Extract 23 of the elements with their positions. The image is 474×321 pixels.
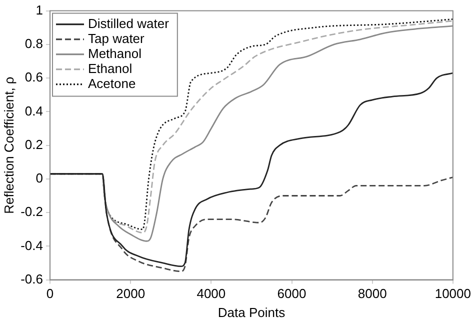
y-tick-label: 0.6 xyxy=(24,70,43,85)
x-tick-label: 10000 xyxy=(434,286,472,302)
y-tick-label: 0.2 xyxy=(24,136,43,152)
x-tick-label: 2000 xyxy=(116,286,146,302)
legend-label: Distilled water xyxy=(88,16,170,31)
legend-label: Methanol xyxy=(88,46,142,61)
y-tick-label: -0.6 xyxy=(20,271,43,286)
x-tick-label: 6000 xyxy=(277,286,306,302)
y-tick-label: 0.8 xyxy=(24,36,43,52)
y-tick-label: -0.2 xyxy=(20,204,43,220)
y-axis-title: Reflection Coefficient, ρ xyxy=(1,76,16,214)
y-tick-label: 0 xyxy=(36,170,43,186)
y-tick-label: 1 xyxy=(36,2,43,18)
x-tick-label: 8000 xyxy=(358,286,387,302)
x-tick-label: 0 xyxy=(46,286,54,302)
y-tick-label: -0.4 xyxy=(20,238,43,253)
x-axis-title: Data Points xyxy=(218,304,286,320)
x-tick-label: 4000 xyxy=(196,286,226,302)
legend-label: Tap water xyxy=(88,30,146,46)
legend-label: Acetone xyxy=(88,76,136,91)
y-tick-label: 0.4 xyxy=(24,103,43,118)
line-series xyxy=(50,72,453,268)
legend-label: Ethanol xyxy=(88,60,132,76)
